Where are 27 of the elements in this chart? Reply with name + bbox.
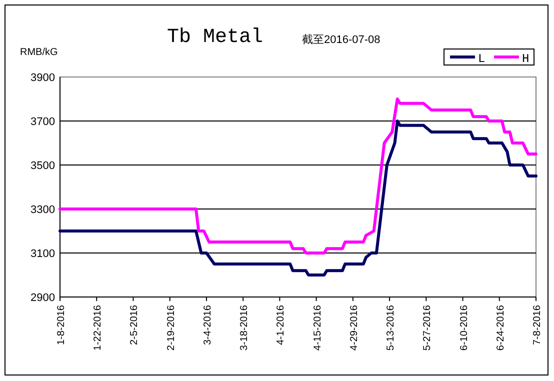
line-series <box>58 98 538 254</box>
line-series <box>58 120 538 276</box>
x-tick-label: 1-8-2016 <box>56 304 67 346</box>
y-tick-label: 3900 <box>30 72 55 84</box>
y-tick-label: 2900 <box>30 292 55 304</box>
x-tick-label: 4-29-2016 <box>348 304 360 351</box>
x-tick-label: 5-27-2016 <box>422 304 434 351</box>
x-tick-label: 6-24-2016 <box>495 304 506 351</box>
legend-label: L <box>478 52 486 66</box>
x-tick-label: 4-1-2016 <box>276 304 287 346</box>
x-tick-label: 4-15-2016 <box>312 304 324 351</box>
x-tick-label: 7-8-2016 <box>532 304 543 346</box>
x-tick-label: 2-19-2016 <box>166 304 177 351</box>
x-tick-label: 5-13-2016 <box>386 304 397 351</box>
y-tick-label: 3700 <box>30 116 55 128</box>
x-tick-label: 1-22-2016 <box>92 304 104 351</box>
x-tick-label: 6-10-2016 <box>458 304 470 351</box>
x-tick-label: 2-5-2016 <box>129 304 140 346</box>
chart-subtitle: 截至2016-07-08 <box>302 33 380 46</box>
y-tick-label: 3100 <box>30 248 55 260</box>
y-tick-label: 3500 <box>30 160 55 172</box>
y-tick-label: 3300 <box>30 204 55 216</box>
y-axis-title: RMB/kG <box>20 47 58 58</box>
chart-title: Tb Metal <box>166 26 264 49</box>
x-tick-label: 3-4-2016 <box>202 304 214 346</box>
legend-label: H <box>522 52 530 66</box>
x-tick-label: 3-18-2016 <box>239 304 250 351</box>
